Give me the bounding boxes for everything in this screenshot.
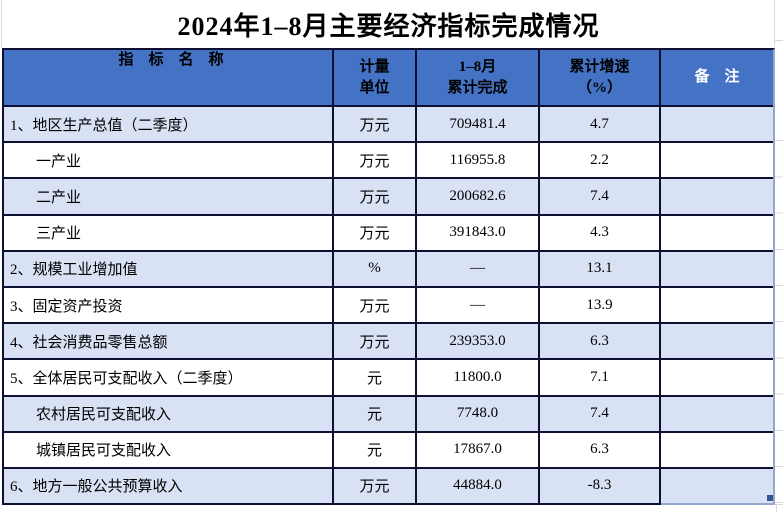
indicator-name-cell[interactable]: 城镇居民可支配收入 bbox=[4, 432, 334, 469]
table-row: 5、全体居民可支配收入（二季度） 元 11800.0 7.1 bbox=[4, 360, 773, 397]
indicator-name-cell[interactable]: 3、固定资产投资 bbox=[4, 287, 334, 325]
remark-cell[interactable] bbox=[661, 251, 773, 288]
header-growth-rate-line1: 累计增速 bbox=[569, 59, 630, 76]
indicator-name-cell[interactable]: 1、地区生产总值（二季度） bbox=[4, 107, 334, 144]
gridlines-right-margin bbox=[775, 105, 783, 505]
unit-cell[interactable]: 元 bbox=[334, 360, 417, 397]
remark-cell[interactable] bbox=[661, 432, 773, 469]
unit-cell[interactable]: 万元 bbox=[334, 143, 417, 180]
table-row: 4、社会消费品零售总额 万元 239353.0 6.3 bbox=[4, 324, 773, 361]
remark-cell[interactable] bbox=[661, 396, 773, 433]
unit-cell[interactable]: 万元 bbox=[334, 324, 417, 361]
table-row: 1、地区生产总值（二季度） 万元 709481.4 4.7 bbox=[4, 107, 773, 144]
table-row: 2、规模工业增加值 % — 13.1 bbox=[4, 251, 773, 288]
header-unit[interactable]: 计量 单位 bbox=[334, 50, 417, 107]
growth-cell[interactable]: 13.9 bbox=[540, 287, 661, 325]
table-row: 农村居民可支配收入 元 7748.0 7.4 bbox=[4, 396, 773, 433]
gridline-right-title bbox=[774, 0, 775, 48]
sheet-title[interactable]: 2024年1–8月主要经济指标完成情况 bbox=[177, 11, 600, 41]
table-header-row: 指 标 名 称 计量 单位 1–8月 累计完成 累计增速 （%） 备 注 bbox=[4, 50, 773, 107]
header-cumulative-value-line1: 1–8月 bbox=[458, 59, 497, 76]
table-row: 3、固定资产投资 万元 — 13.9 bbox=[4, 287, 773, 325]
unit-cell[interactable]: 万元 bbox=[334, 287, 417, 325]
indicator-name-cell[interactable]: 4、社会消费品零售总额 bbox=[4, 324, 334, 361]
indicator-name-cell[interactable]: 一产业 bbox=[4, 143, 334, 180]
value-cell[interactable]: 44884.0 bbox=[417, 468, 540, 506]
growth-cell[interactable]: -8.3 bbox=[540, 468, 661, 506]
header-remark-label: 备 注 bbox=[694, 69, 740, 86]
unit-cell[interactable]: 万元 bbox=[334, 107, 417, 144]
value-cell[interactable]: 17867.0 bbox=[417, 432, 540, 469]
gridline-bottom bbox=[775, 504, 783, 505]
remark-cell[interactable] bbox=[661, 287, 773, 325]
growth-cell[interactable]: 2.2 bbox=[540, 143, 661, 180]
growth-cell[interactable]: 6.3 bbox=[540, 324, 661, 361]
remark-cell[interactable] bbox=[661, 360, 773, 397]
table-row: 6、地方一般公共预算收入 万元 44884.0 -8.3 bbox=[4, 468, 773, 506]
header-growth-rate-line2: （%） bbox=[576, 79, 622, 96]
unit-cell[interactable]: % bbox=[334, 251, 417, 288]
value-cell[interactable]: 7748.0 bbox=[417, 396, 540, 433]
value-cell[interactable]: 709481.4 bbox=[417, 107, 540, 144]
header-indicator-name-label: 指 标 名 称 bbox=[118, 52, 224, 68]
table-body: 1、地区生产总值（二季度） 万元 709481.4 4.7 一产业 万元 116… bbox=[4, 107, 773, 506]
value-cell[interactable]: 116955.8 bbox=[417, 143, 540, 180]
header-remark[interactable]: 备 注 bbox=[661, 50, 773, 107]
value-cell[interactable]: — bbox=[417, 287, 540, 325]
gridline-left bbox=[1, 0, 2, 48]
value-cell[interactable]: 11800.0 bbox=[417, 360, 540, 397]
header-unit-line2: 单位 bbox=[359, 79, 390, 96]
value-cell[interactable]: — bbox=[417, 251, 540, 288]
growth-cell[interactable]: 6.3 bbox=[540, 432, 661, 469]
table-row: 城镇居民可支配收入 元 17867.0 6.3 bbox=[4, 432, 773, 469]
indicator-name-cell[interactable]: 二产业 bbox=[4, 179, 334, 216]
indicator-name-cell[interactable]: 三产业 bbox=[4, 215, 334, 252]
gridline-title-row bbox=[775, 40, 783, 41]
unit-cell[interactable]: 万元 bbox=[334, 179, 417, 216]
remark-cell[interactable] bbox=[661, 107, 773, 144]
unit-cell[interactable]: 元 bbox=[334, 432, 417, 469]
value-cell[interactable]: 200682.6 bbox=[417, 179, 540, 216]
gridline-below-table bbox=[776, 505, 777, 512]
growth-cell[interactable]: 4.3 bbox=[540, 215, 661, 252]
indicator-name-cell[interactable]: 6、地方一般公共预算收入 bbox=[4, 468, 334, 506]
indicator-name-cell[interactable]: 2、规模工业增加值 bbox=[4, 251, 334, 288]
indicator-name-cell[interactable]: 5、全体居民可支配收入（二季度） bbox=[4, 360, 334, 397]
remark-cell[interactable] bbox=[661, 468, 773, 506]
unit-cell[interactable]: 万元 bbox=[334, 215, 417, 252]
growth-cell[interactable]: 7.1 bbox=[540, 360, 661, 397]
table-row: 二产业 万元 200682.6 7.4 bbox=[4, 179, 773, 216]
growth-cell[interactable]: 4.7 bbox=[540, 107, 661, 144]
header-cumulative-value-line2: 累计完成 bbox=[447, 79, 508, 96]
header-unit-line1: 计量 bbox=[359, 59, 390, 76]
value-cell[interactable]: 391843.0 bbox=[417, 215, 540, 252]
fill-handle[interactable] bbox=[767, 495, 773, 501]
unit-cell[interactable]: 元 bbox=[334, 396, 417, 433]
header-cumulative-value[interactable]: 1–8月 累计完成 bbox=[417, 50, 540, 107]
remark-cell[interactable] bbox=[661, 324, 773, 361]
header-indicator-name[interactable]: 指 标 名 称 bbox=[4, 50, 334, 107]
remark-cell[interactable] bbox=[661, 215, 773, 252]
value-cell[interactable]: 239353.0 bbox=[417, 324, 540, 361]
indicator-name-cell[interactable]: 农村居民可支配收入 bbox=[4, 396, 334, 433]
table-row: 三产业 万元 391843.0 4.3 bbox=[4, 215, 773, 252]
remark-cell[interactable] bbox=[661, 179, 773, 216]
header-growth-rate[interactable]: 累计增速 （%） bbox=[540, 50, 661, 107]
unit-cell[interactable]: 万元 bbox=[334, 468, 417, 506]
growth-cell[interactable]: 13.1 bbox=[540, 251, 661, 288]
remark-cell[interactable] bbox=[661, 143, 773, 180]
indicators-table: 指 标 名 称 计量 单位 1–8月 累计完成 累计增速 （%） 备 注 1、地… bbox=[2, 48, 775, 506]
growth-cell[interactable]: 7.4 bbox=[540, 396, 661, 433]
growth-cell[interactable]: 7.4 bbox=[540, 179, 661, 216]
table-row: 一产业 万元 116955.8 2.2 bbox=[4, 143, 773, 180]
